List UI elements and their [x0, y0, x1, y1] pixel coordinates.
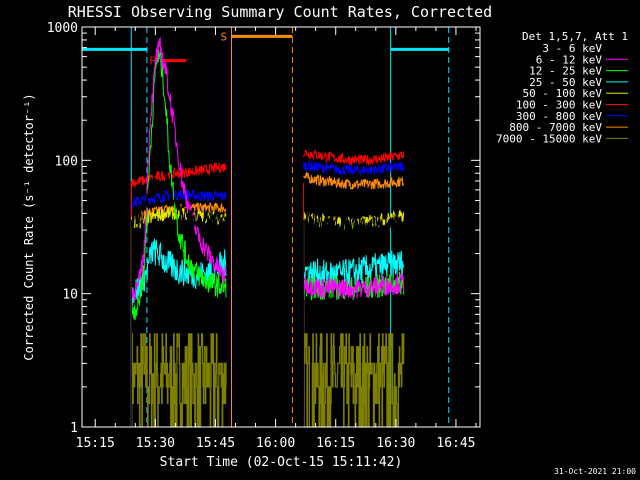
legend-entry-label: 800 - 7000 keV	[509, 121, 602, 134]
y-axis-label: Corrected Count Rate (s⁻¹ detector⁻¹)	[22, 93, 36, 360]
legend-entry-label: 12 - 25 keV	[529, 65, 602, 78]
y-tick-label: 1	[70, 421, 78, 436]
series-line	[303, 210, 405, 427]
footer-date: 31-Oct-2021 21:00	[554, 467, 636, 476]
y-tick-label: 10	[62, 288, 78, 303]
x-tick-label: 16:45	[436, 436, 475, 451]
legend-entry-label: 6 - 12 keV	[536, 53, 603, 66]
series-group	[130, 36, 405, 428]
x-tick-label: 15:15	[76, 436, 115, 451]
legend-entry-label: 300 - 800 keV	[516, 110, 602, 123]
chart-title: RHESSI Observing Summary Count Rates, Co…	[68, 3, 492, 21]
flag-bars: FS	[82, 30, 449, 68]
legend-title: Det 1,5,7, Att 1	[522, 30, 628, 43]
y-tick-label: 100	[55, 154, 78, 169]
x-tick-label: 15:45	[196, 436, 235, 451]
x-tick-label: 16:15	[316, 436, 355, 451]
flag-label: S	[221, 30, 228, 43]
x-tick-label: 16:00	[256, 436, 295, 451]
x-axis: 15:15 15:30 15:45 16:00 16:15 16:30 16:45	[76, 27, 477, 451]
legend-entry-label: 25 - 50 keV	[529, 76, 602, 89]
series-line	[130, 155, 227, 427]
legend-entry-label: 50 - 100 keV	[523, 87, 603, 100]
y-tick-label: 1000	[47, 21, 78, 36]
x-tick-label: 16:30	[376, 436, 415, 451]
y-axis: 1 10 100 1000	[47, 21, 480, 436]
flag-label: F	[149, 55, 156, 68]
x-axis-label: Start Time (02-Oct-15 15:11:42)	[160, 455, 403, 470]
x-tick-label: 15:30	[136, 436, 175, 451]
legend-entry-label: 3 - 6 keV	[542, 42, 602, 55]
plot-frame	[81, 26, 481, 428]
legend-entry-label: 7000 - 15000 keV	[496, 132, 602, 145]
legend-entry-label: 100 - 300 keV	[516, 99, 602, 112]
